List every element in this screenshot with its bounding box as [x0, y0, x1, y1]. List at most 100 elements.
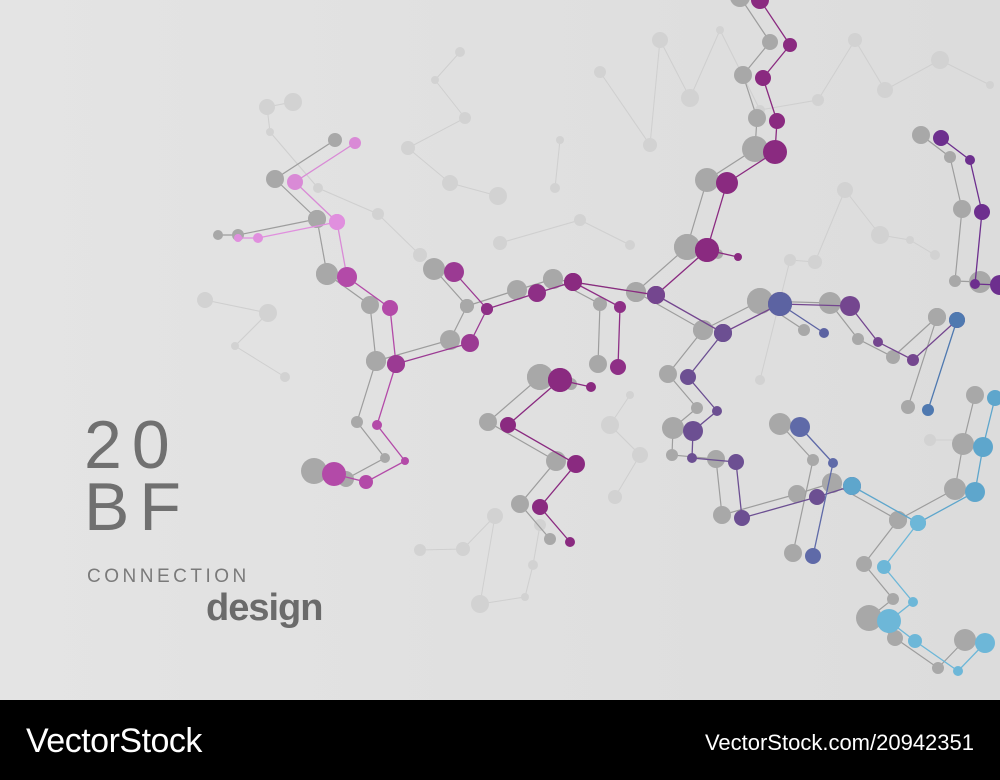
node [783, 38, 797, 52]
faint-node [632, 447, 648, 463]
faint-link [554, 139, 561, 189]
shadow-node [266, 170, 284, 188]
node [714, 324, 732, 342]
node [680, 369, 696, 385]
shadow-node [316, 263, 338, 285]
faint-link [407, 147, 451, 184]
faint-node [431, 76, 439, 84]
title-number: 20 [84, 407, 180, 483]
node [763, 140, 787, 164]
shadow-node [762, 34, 778, 50]
faint-node [231, 342, 239, 350]
shadow-node [440, 330, 460, 350]
node [382, 300, 398, 316]
shadow-node [361, 296, 379, 314]
node [683, 421, 703, 441]
faint-node [442, 175, 458, 191]
faint-link [434, 51, 461, 81]
node [567, 455, 585, 473]
node [805, 548, 821, 564]
faint-node [413, 248, 427, 262]
shadow-link [907, 316, 938, 408]
tagline-line1: CONNECTION [87, 566, 250, 587]
shadow-node [784, 544, 802, 562]
faint-link [689, 29, 721, 99]
faint-link [479, 515, 496, 605]
node [908, 597, 918, 607]
node [755, 70, 771, 86]
node [372, 420, 382, 430]
faint-link [614, 454, 641, 498]
faint-node [626, 391, 634, 399]
faint-node [534, 519, 546, 531]
faint-link [434, 79, 466, 119]
node [253, 233, 263, 243]
faint-node [594, 66, 606, 78]
node [734, 253, 742, 261]
shadow-node [460, 299, 474, 313]
shadow-node [952, 433, 974, 455]
shadow-node [856, 605, 882, 631]
faint-node [784, 254, 796, 266]
faint-node [556, 136, 564, 144]
shadow-node [887, 630, 903, 646]
faint-node [259, 99, 275, 115]
faint-link [659, 39, 691, 99]
shadow-node [380, 453, 390, 463]
node [877, 609, 901, 633]
node [716, 172, 738, 194]
faint-link [377, 213, 421, 256]
node [970, 279, 980, 289]
node [329, 214, 345, 230]
shadow-node [328, 133, 342, 147]
faint-node [372, 208, 384, 220]
node [908, 634, 922, 648]
faint-link [269, 131, 319, 189]
node [974, 204, 990, 220]
faint-link [817, 39, 856, 101]
faint-link [579, 219, 631, 246]
node [234, 234, 242, 242]
footer-url: VectorStock.com/20942351 [705, 730, 974, 755]
faint-node [487, 508, 503, 524]
faint-node [284, 93, 302, 111]
faint-link [499, 219, 581, 244]
shadow-node [691, 402, 703, 414]
faint-node [574, 214, 586, 226]
node [910, 515, 926, 531]
shadow-node [944, 151, 956, 163]
node [990, 275, 1000, 295]
faint-link [854, 39, 886, 91]
shadow-node [769, 413, 791, 435]
node [953, 666, 963, 676]
node [790, 417, 810, 437]
footer-brand: VectorStock [26, 722, 203, 760]
faint-node [877, 82, 893, 98]
node [287, 174, 303, 190]
node [734, 510, 750, 526]
shadow-node [662, 417, 684, 439]
node [751, 0, 769, 9]
shadow-node [659, 365, 677, 383]
faint-node [456, 542, 470, 556]
faint-link [759, 259, 791, 381]
node [933, 130, 949, 146]
faint-node [930, 250, 940, 260]
node [532, 499, 548, 515]
faint-node [455, 47, 465, 57]
faint-node [871, 226, 889, 244]
node [965, 482, 985, 502]
node [322, 462, 346, 486]
shadow-node [928, 308, 946, 326]
shadow-node [479, 413, 497, 431]
shadow-node [887, 593, 899, 605]
faint-node [266, 128, 274, 136]
node [828, 458, 838, 468]
node [564, 273, 582, 291]
shadow-node [593, 297, 607, 311]
faint-link [234, 345, 286, 378]
shadow-node [901, 400, 915, 414]
node [769, 113, 785, 129]
faint-link [317, 187, 379, 215]
faint-link [599, 71, 651, 146]
